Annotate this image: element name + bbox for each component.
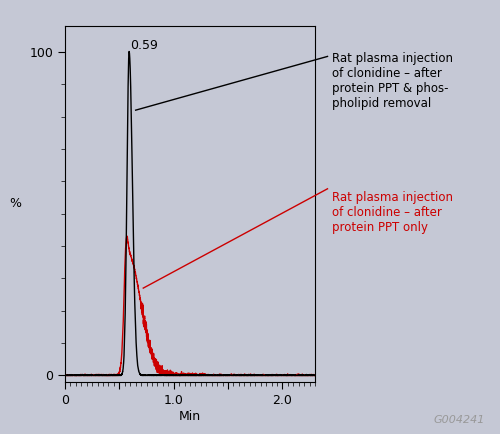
- Y-axis label: %: %: [10, 197, 22, 210]
- Text: Rat plasma injection
of clonidine – after
protein PPT & phos-
pholipid removal: Rat plasma injection of clonidine – afte…: [332, 52, 454, 110]
- Text: G004241: G004241: [434, 415, 485, 425]
- X-axis label: Min: Min: [179, 410, 201, 423]
- Text: 0.59: 0.59: [130, 39, 158, 52]
- Text: Rat plasma injection
of clonidine – after
protein PPT only: Rat plasma injection of clonidine – afte…: [332, 191, 454, 234]
